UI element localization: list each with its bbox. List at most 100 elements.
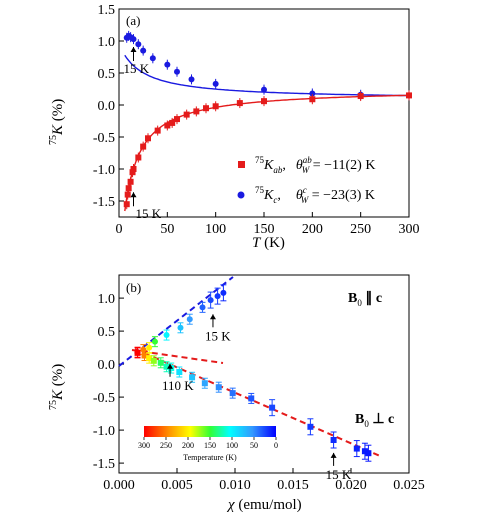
a-ytick-label: -1.5 — [93, 195, 115, 210]
panel-b-frame — [118, 274, 410, 474]
point-kc — [212, 80, 219, 87]
b-point-kab — [150, 357, 157, 364]
b-xtick-label: 0.020 — [335, 478, 367, 493]
annotation-label: 15 K — [136, 206, 162, 221]
colorbar-label: Temperature (K) — [183, 453, 237, 462]
panel-a-xlabel: T (K) — [252, 235, 285, 251]
b-annotation-arrowhead — [209, 314, 216, 320]
b-xtick-label: 0.005 — [161, 478, 193, 493]
legend: 75Kab, θab W = −11(2) K 75Kc, θc W = −23(3) … — [237, 155, 375, 205]
point-kab — [183, 111, 190, 118]
point-kab — [130, 166, 137, 172]
a-ytick-label: 1.0 — [98, 35, 116, 50]
legend-kab: 75Kab, θab W = −11(2) K — [255, 155, 375, 175]
b-point-kab — [134, 349, 141, 356]
b-point-kab — [248, 395, 255, 402]
a-xtick-label: 200 — [302, 222, 323, 237]
point-kab — [309, 96, 316, 103]
annotation-label: 15 K — [124, 61, 150, 76]
panel-a-annotations: 15 K 15 K — [124, 47, 162, 221]
legend-kc: 75Kc, θc W = −23(3) K — [255, 185, 375, 205]
a-ytick-label: -1.0 — [93, 163, 115, 178]
colorbar-tick-label: 100 — [226, 441, 238, 450]
b-point-kab — [163, 363, 170, 370]
dashed-line-ab-low — [134, 348, 381, 457]
colorbar-gradient — [144, 426, 276, 437]
a-ytick-label: 0.0 — [98, 99, 116, 114]
b-point-kab — [269, 404, 276, 411]
b-ytick-label: -1.0 — [93, 424, 115, 439]
panel-b-label: (b) — [126, 280, 141, 295]
b-point-kab — [146, 355, 153, 362]
annotation-arrowhead — [130, 192, 137, 198]
point-kc — [135, 41, 142, 48]
b-annotation-label: 15 K — [326, 467, 352, 482]
point-kab — [261, 98, 267, 105]
b-point-kab — [307, 423, 314, 430]
b-point-kab — [215, 384, 222, 391]
b-point-kc — [146, 344, 153, 351]
b-xtick-label: 0.025 — [393, 478, 425, 493]
colorbar-tick-label: 150 — [204, 441, 216, 450]
point-kc — [261, 86, 267, 93]
b-ytick-label: 0.5 — [98, 325, 116, 340]
point-kc — [130, 36, 137, 43]
b-point-kc — [163, 332, 170, 339]
panel-a-label: (a) — [126, 13, 140, 28]
panel-b-annotations: 15 K 110 K 15 K — [162, 314, 352, 482]
colorbar-tick-label: 300 — [138, 441, 150, 450]
b-point-kab — [141, 352, 148, 359]
b-xtick-label: 0.015 — [277, 478, 309, 493]
legend-marker-kab — [238, 161, 245, 168]
b-point-kab — [353, 445, 360, 452]
a-xtick-label: 100 — [205, 222, 226, 237]
point-kab — [154, 127, 161, 134]
colorbar-tick-label: 200 — [182, 441, 194, 450]
b-point-kab — [176, 369, 183, 376]
b-xtick-label: 0.010 — [219, 478, 251, 493]
a-ytick-label: 1.5 — [98, 3, 116, 18]
label-b0-parallel-c: B0 ∥ c — [348, 290, 382, 308]
b-ytick-label: -1.5 — [93, 457, 115, 472]
b-point-kc — [207, 297, 214, 304]
panel-a-points — [123, 30, 412, 210]
a-xtick-label: 50 — [160, 222, 174, 237]
colorbar-tick-label: 0 — [274, 441, 278, 450]
point-kab — [203, 105, 209, 112]
point-kc — [309, 90, 316, 97]
panel-b-points — [134, 284, 372, 462]
b-annotation-arrowhead — [167, 363, 174, 369]
b-ytick-label: 1.0 — [98, 292, 116, 307]
panel-a-frame — [118, 8, 410, 218]
b-ytick-label: -0.5 — [93, 391, 115, 406]
point-kab — [169, 119, 176, 126]
panel-a-ticks: 0 50 100 150 200 250 300 -1.5 -1.0 -0.5 0.0 0.5 1.0 1… — [93, 3, 420, 237]
panel-b-xlabel: χ (emu/mol) — [226, 497, 302, 513]
b-point-kc — [186, 316, 193, 323]
label-b0-perp-c: B0 ⊥ c — [355, 412, 394, 429]
point-kc — [149, 55, 156, 62]
point-kab — [124, 191, 131, 198]
panel-a-ylabel: 75K (%) — [48, 99, 66, 145]
a-xtick-label: 250 — [350, 222, 371, 237]
a-xtick-label: 300 — [399, 222, 420, 237]
b-point-kab — [330, 437, 337, 443]
b-point-kab — [365, 450, 372, 457]
panel-b-ticks: 0.000 0.005 0.010 0.015 0.020 0.025 -1.5 -1.0 -0… — [93, 292, 425, 493]
point-kab — [140, 143, 147, 150]
panel-b-ylabel: 75K (%) — [48, 364, 66, 410]
b-annotation-arrowhead — [330, 452, 337, 458]
b-point-kab — [157, 359, 164, 366]
b-point-kc — [199, 304, 206, 311]
b-point-kab — [361, 448, 368, 455]
a-xtick-label: 150 — [254, 222, 275, 237]
point-kc — [164, 61, 171, 68]
point-kab — [127, 178, 134, 185]
b-point-kc — [151, 338, 158, 345]
b-point-kab — [229, 390, 236, 397]
b-point-kc — [140, 346, 147, 353]
b-ytick-label: 0.0 — [98, 358, 116, 373]
point-kab — [164, 122, 171, 129]
b-point-kab — [189, 374, 196, 381]
